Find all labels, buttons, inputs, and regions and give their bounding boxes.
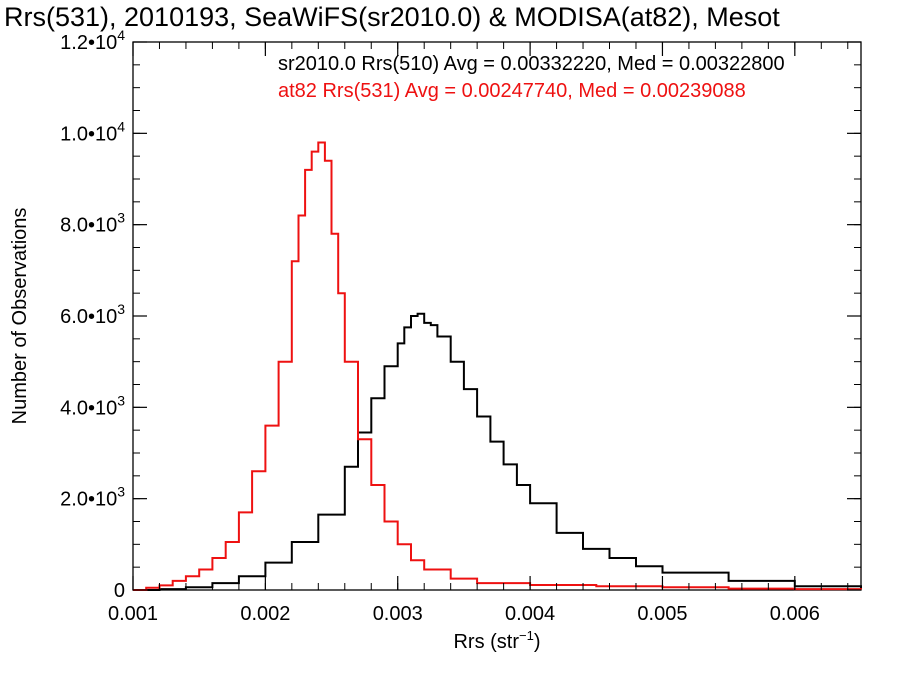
plot-frame [132,41,862,591]
x-tick-label: 0.005 [637,603,687,625]
y-tick-label: 6.0•103 [60,301,125,328]
x-tick-label: 0.006 [770,603,820,625]
legend-entry-1: at82 Rrs(531) Avg = 0.00247740, Med = 0.… [278,80,746,102]
plot-area [132,41,862,591]
legend: sr2010.0 Rrs(510) Avg = 0.00332220, Med … [278,53,785,102]
x-tick-label: 0.003 [373,603,423,625]
series-line-1 [133,141,862,591]
y-tick-label: 1.0•104 [60,118,125,145]
y-tick-labels: 0 2.0•103 4.0•103 6.0•103 8.0•103 1.0•104 1.2•… [60,27,125,602]
x-tick-label: 0.004 [505,603,555,625]
x-tick-label: 0.001 [108,603,158,625]
chart-title: Rrs(531), 2010193, SeaWiFS(sr2010.0) & M… [4,2,780,32]
x-axis-label-close: ) [534,631,541,653]
y-tick-label: 1.2•104 [60,27,125,54]
x-axis-label-main: Rrs (str [453,631,519,653]
legend-entry-0: sr2010.0 Rrs(510) Avg = 0.00332220, Med … [278,53,785,75]
series-line-0 [133,312,862,591]
y-axis-label: Number of Observations [9,208,31,425]
series-layer [133,141,862,591]
y-tick-label: 8.0•103 [60,210,125,237]
ticks-layer [132,41,861,591]
x-axis-label-sup: −1 [519,628,534,643]
x-tick-label: 0.002 [240,603,290,625]
y-tick-label: 4.0•103 [60,392,125,419]
y-tick-label: 0 [114,580,125,602]
x-axis-label: Rrs (str−1) [453,628,540,653]
y-tick-label: 2.0•103 [60,484,125,511]
x-tick-labels: 0.001 0.002 0.003 0.004 0.005 0.006 [108,603,820,625]
